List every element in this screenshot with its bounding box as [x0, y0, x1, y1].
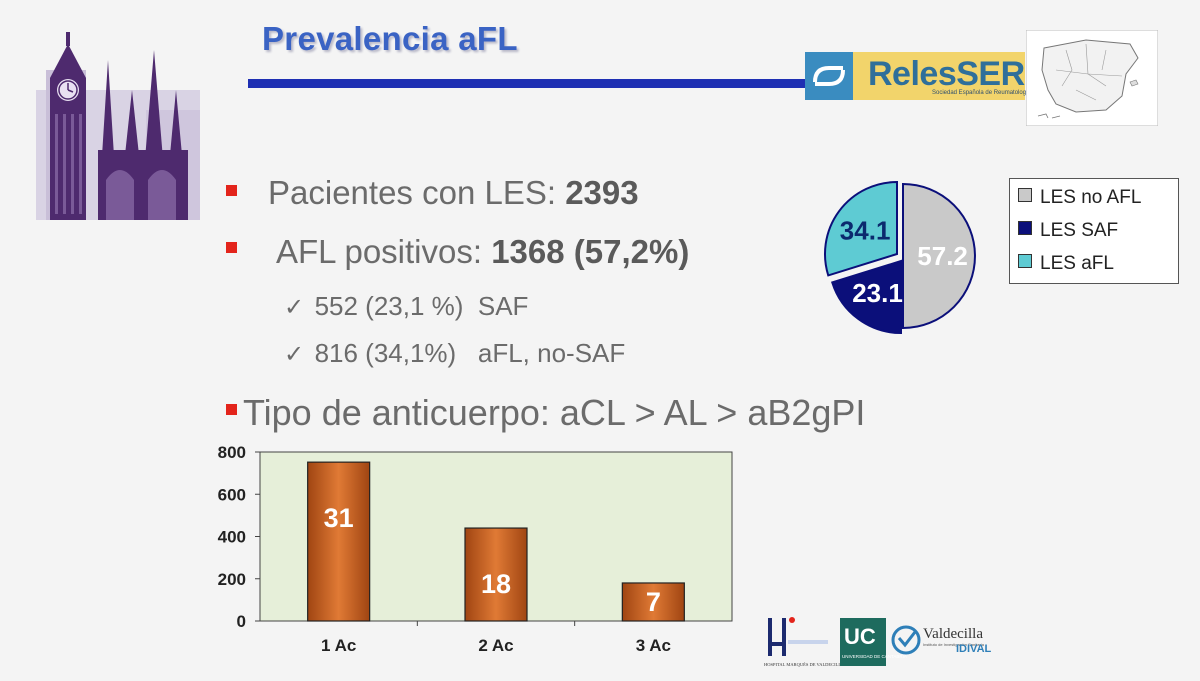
bar-1-ac — [307, 461, 371, 622]
y-tick-label: 0 — [237, 612, 246, 631]
legend-item-les-afl: LES aFL — [1018, 253, 1114, 275]
spain-map-image — [1026, 30, 1158, 126]
pie-slice-les-afl — [824, 180, 898, 277]
slide-title: Prevalencia aFL — [262, 20, 518, 57]
y-tick-label: 200 — [218, 570, 246, 589]
legend-item-les-no-afl: LES no AFL — [1018, 187, 1141, 209]
legend-item-les-saf: LES SAF — [1018, 220, 1118, 242]
pie-data-label: 34.1 — [840, 216, 891, 246]
bullet-marker — [226, 185, 237, 196]
hospital-logo-text: HOSPITAL MARQUÉS DE VALDECILLA — [764, 662, 845, 667]
bullet-pacientes-text: Pacientes con LES: — [268, 174, 566, 211]
legend-swatch — [1018, 221, 1032, 235]
pie-data-label: 23.1 — [852, 278, 903, 308]
legend-label: LES aFL — [1040, 253, 1114, 274]
idival-logo-sub: Instituto de Investigación Sanitaria — [923, 642, 985, 647]
bullet-afl-text: AFL positivos: — [276, 233, 492, 270]
legend-swatch — [1018, 254, 1032, 268]
idival-logo: Valdecilla Instituto de Investigación Sa… — [891, 625, 992, 655]
sub-item-afl-no-saf: ✓ 816 (34,1%) aFL, no-SAF — [284, 338, 625, 369]
y-tick-label: 600 — [218, 485, 246, 504]
releser-logo-word: RelesSER — [868, 55, 1025, 93]
check-icon: ✓ — [284, 341, 305, 368]
bullet-marker — [226, 404, 237, 415]
x-tick-label: 3 Ac — [636, 636, 671, 655]
uc-logo-mark: UC — [844, 624, 876, 649]
uc-logo-text: UNIVERSIDAD DE CANTABRIA — [842, 654, 907, 659]
pie-slice-les-saf — [831, 259, 902, 335]
bar-data-label: 31 — [324, 503, 354, 533]
legend-swatch — [1018, 188, 1032, 202]
bar-3-ac — [621, 582, 685, 622]
bullet-pacientes: Pacientes con LES: 2393 — [268, 174, 639, 212]
title-underline — [248, 79, 808, 88]
y-tick-label: 800 — [218, 443, 246, 462]
x-tick-label: 1 Ac — [321, 636, 356, 655]
idival-logo-name: Valdecilla — [923, 626, 983, 642]
x-tick-label: 2 Ac — [478, 636, 513, 655]
bar-2-ac — [464, 527, 528, 622]
city-landmarks-illustration — [36, 32, 200, 220]
hospital-logo: HOSPITAL MARQUÉS DE VALDECILLA — [764, 617, 845, 667]
pie-data-label: 57.2 — [917, 241, 968, 271]
bar-data-label: 18 — [481, 569, 511, 599]
bullet-afl-positivos: AFL positivos: 1368 (57,2%) — [276, 233, 689, 271]
bullet-marker — [226, 242, 237, 253]
releser-logo — [805, 52, 1025, 100]
pie-legend: LES no AFL LES SAF LES aFL — [1009, 178, 1179, 284]
y-tick-label: 400 — [218, 528, 246, 547]
releser-logo-tagline: Sociedad Española de Reumatología — [932, 90, 1032, 96]
uc-logo: UC UNIVERSIDAD DE CANTABRIA — [840, 618, 907, 666]
prevalence-pie-chart: 57.2 23.1 34.1 — [824, 180, 976, 335]
bullet-afl-value: 1368 (57,2%) — [491, 233, 690, 270]
check-icon: ✓ — [284, 294, 305, 321]
idival-logo-brand: IDIVAL — [956, 643, 992, 655]
antibody-count-bar-chart: 0 200 400 600 800 31 1 Ac 18 2 Ac 7 3 Ac — [218, 443, 733, 655]
legend-label: LES no AFL — [1040, 187, 1142, 208]
sub-item-saf-text: 552 (23,1 %) SAF — [314, 291, 529, 321]
bullet-pacientes-value: 2393 — [565, 174, 639, 211]
institution-logos: HOSPITAL MARQUÉS DE VALDECILLA UC UNIVER… — [764, 617, 992, 667]
bar-data-label: 7 — [646, 587, 661, 617]
antibody-type-line: Tipo de anticuerpo: aCL > AL > aB2gPI — [243, 392, 866, 433]
sub-item-saf: ✓ 552 (23,1 %) SAF — [284, 291, 528, 322]
sub-item-afl-text: 816 (34,1%) aFL, no-SAF — [314, 338, 626, 368]
pie-slice-les-no-afl — [902, 182, 976, 330]
legend-label: LES SAF — [1040, 220, 1119, 241]
